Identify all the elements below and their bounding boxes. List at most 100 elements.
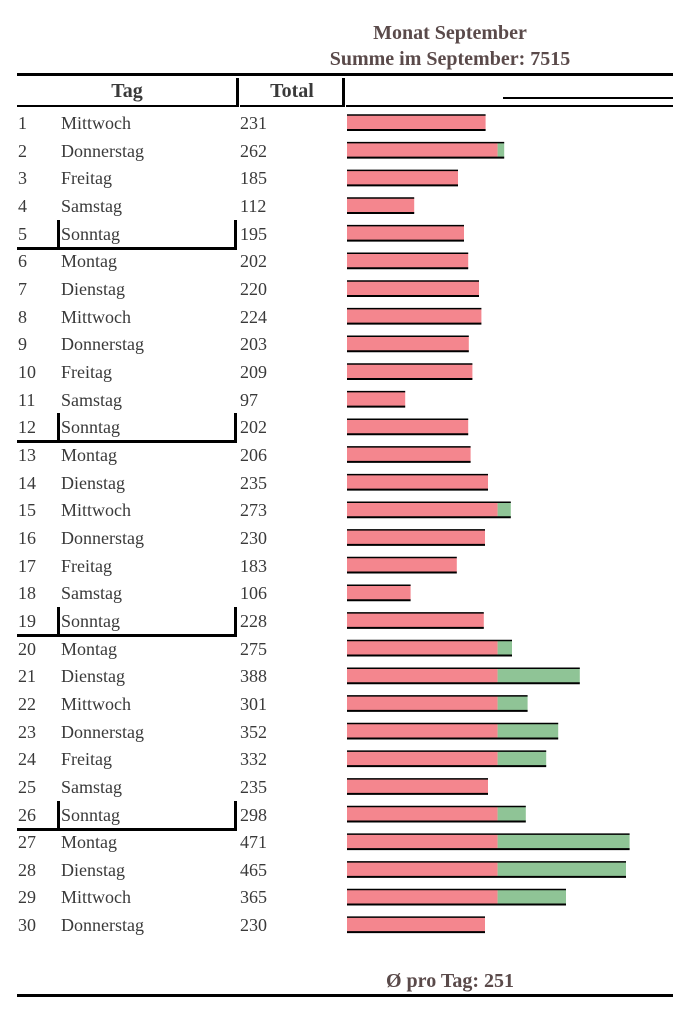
table-row: 5 Sonntag 195: [0, 224, 673, 251]
day-number: 29: [18, 887, 36, 908]
weekday-label: Dienstag: [61, 472, 125, 493]
weekday-label: Mittwoch: [61, 693, 131, 714]
total-value: 224: [240, 306, 267, 327]
bar-base: [347, 557, 457, 573]
average-per-day: Ø pro Tag: 251: [386, 970, 514, 992]
total-value: 388: [240, 666, 267, 687]
bar-base: [347, 446, 471, 462]
bar-base: [347, 723, 498, 739]
table-row: 20 Montag 275: [0, 639, 673, 666]
week-separator: [17, 633, 237, 637]
bar-excess: [497, 889, 566, 905]
total-value: 298: [240, 804, 267, 825]
bar-base: [347, 308, 482, 324]
bar-base: [347, 280, 479, 296]
week-separator-tick: [234, 219, 237, 248]
table-row: 8 Mittwoch 224: [0, 307, 673, 334]
table-row: 4 Samstag 112: [0, 196, 673, 223]
table-row: 19 Sonntag 228: [0, 611, 673, 638]
bar-excess: [497, 142, 505, 158]
header-divider-day: [236, 78, 239, 107]
week-separator-tick: [234, 413, 237, 442]
chart-subtitle: Summe im September: 7515: [329, 48, 571, 70]
total-value: 202: [240, 251, 267, 272]
weekday-label: Montag: [61, 251, 117, 272]
week-separator: [17, 440, 237, 444]
day-number: 4: [18, 195, 27, 216]
table-row: 27 Montag 471: [0, 832, 673, 859]
day-number: 3: [18, 168, 27, 189]
bar-base: [347, 170, 458, 186]
bar-base: [347, 834, 498, 850]
day-number: 24: [18, 749, 36, 770]
bar-base: [347, 115, 486, 130]
weekday-label: Freitag: [61, 361, 112, 382]
day-number: 14: [18, 472, 36, 493]
day-number: 27: [18, 832, 36, 853]
table-row: 16 Donnerstag 230: [0, 528, 673, 555]
top-rule: [17, 73, 673, 76]
header-underline-day: [17, 105, 237, 107]
total-value: 231: [240, 113, 267, 133]
total-value: 230: [240, 527, 267, 548]
weekday-label: Donnerstag: [61, 915, 144, 936]
day-number: 13: [18, 444, 36, 465]
weekday-label: Donnerstag: [61, 334, 144, 355]
bar-excess: [497, 502, 511, 518]
day-number: 9: [18, 334, 27, 355]
bar-base: [347, 917, 485, 933]
weekday-label: Freitag: [61, 749, 112, 770]
table-row: 18 Samstag 106: [0, 583, 673, 610]
week-separator-tick: [57, 219, 60, 248]
bar-base: [347, 640, 498, 656]
total-value: 352: [240, 721, 267, 742]
bar-excess: [497, 861, 626, 877]
table-row: 6 Montag 202: [0, 251, 673, 278]
table-row: 2 Donnerstag 262: [0, 141, 673, 168]
day-number: 8: [18, 306, 27, 327]
day-number: 22: [18, 693, 36, 714]
table-row: 12 Sonntag 202: [0, 417, 673, 444]
total-value: 185: [240, 168, 267, 189]
bar-base: [347, 363, 473, 379]
day-number: 26: [18, 804, 36, 825]
column-header-day: Tag: [111, 80, 143, 102]
weekday-label: Sonntag: [61, 610, 121, 631]
total-value: 206: [240, 444, 267, 465]
bar-excess: [497, 834, 630, 850]
day-number: 11: [18, 389, 36, 410]
day-number: 1: [18, 113, 27, 133]
table-row: 26 Sonntag 298: [0, 805, 673, 832]
table-row: 23 Donnerstag 352: [0, 722, 673, 749]
weekday-label: Sonntag: [61, 223, 121, 244]
weekday-label: Montag: [61, 444, 117, 465]
weekday-label: Freitag: [61, 168, 112, 189]
week-separator: [17, 246, 237, 250]
table-row: 25 Samstag 235: [0, 777, 673, 804]
bar-base: [347, 474, 488, 490]
week-separator-tick: [234, 800, 237, 829]
day-number: 10: [18, 361, 36, 382]
bar-excess: [497, 723, 559, 739]
total-value: 112: [240, 195, 267, 216]
bar-base: [347, 502, 498, 518]
day-number: 23: [18, 721, 36, 742]
week-separator-tick: [57, 800, 60, 829]
total-value: 262: [240, 140, 267, 161]
bar-base: [347, 225, 464, 241]
day-number: 18: [18, 583, 36, 604]
table-row: 17 Freitag 183: [0, 556, 673, 583]
weekday-label: Samstag: [61, 583, 122, 604]
weekday-label: Mittwoch: [61, 887, 131, 908]
week-separator-tick: [234, 606, 237, 635]
week-separator: [17, 827, 237, 831]
table-row: 7 Dienstag 220: [0, 279, 673, 306]
day-number: 16: [18, 527, 36, 548]
bottom-rule: [17, 994, 673, 997]
bar-excess: [497, 695, 528, 711]
bar-base: [347, 889, 498, 905]
bar-excess: [497, 806, 526, 822]
weekday-label: Samstag: [61, 389, 122, 410]
day-number: 28: [18, 859, 36, 880]
